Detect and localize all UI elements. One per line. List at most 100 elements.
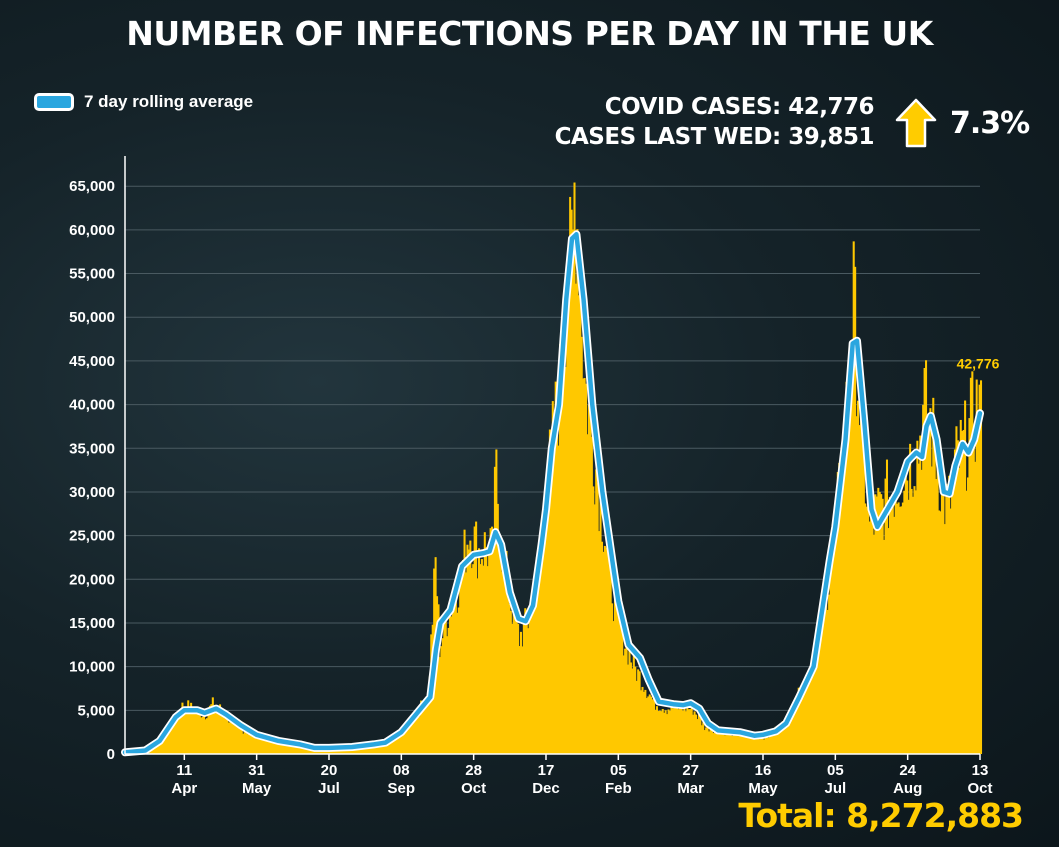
daily-bar [638,671,641,754]
daily-bar [178,713,181,754]
daily-bar [849,380,852,754]
daily-bar [862,438,865,754]
daily-bar [548,429,551,754]
daily-bar [198,710,201,754]
daily-bar [207,711,210,754]
daily-bar [739,735,742,754]
daily-bar [415,713,418,754]
daily-bar [956,440,959,754]
daily-bar [424,702,427,754]
daily-bar [246,734,249,754]
daily-bar [233,719,236,754]
daily-bar [972,443,975,754]
daily-bar [874,494,877,754]
daily-bar [168,725,171,754]
daily-bar [670,703,673,754]
daily-bar [561,372,564,754]
daily-bar [411,717,414,754]
daily-bar [457,607,460,754]
daily-bar [451,605,455,754]
y-tick-label: 60,000 [69,222,115,239]
daily-bar [239,727,242,754]
daily-bar [535,557,538,754]
daily-bar [577,295,580,754]
daily-bar [245,732,248,754]
daily-bar [161,737,164,754]
daily-bar [910,488,913,754]
daily-bar [778,726,781,754]
chart-title: NUMBER OF INFECTIONS PER DAY IN THE UK [126,14,933,53]
daily-bar [867,494,870,754]
x-tick-month: Sep [388,780,416,797]
daily-bar [832,525,835,754]
daily-bar [460,573,463,754]
daily-bar [906,480,909,754]
daily-bar [796,703,799,754]
daily-bar [608,536,611,754]
latest-value-label: 42,776 [957,355,1000,371]
daily-bar [606,542,609,754]
daily-bar [729,731,732,754]
daily-bar [728,731,731,754]
daily-bar [399,729,402,754]
daily-bar [859,396,862,754]
x-tick-month: Oct [967,780,992,797]
daily-bar [826,609,829,754]
daily-bar [560,383,563,754]
daily-bar [383,741,387,754]
daily-bar [570,209,573,754]
daily-bar [266,739,269,754]
daily-bar [275,744,278,754]
daily-bar [463,529,466,754]
x-tick-day: 17 [538,762,555,779]
daily-bar [674,701,677,754]
daily-bar [596,482,599,754]
daily-bar [852,241,855,754]
daily-bar [942,479,945,754]
daily-bar [692,714,695,754]
daily-bar [232,719,235,754]
daily-bar [506,598,509,754]
daily-bar [240,729,243,754]
daily-bar [177,713,180,754]
daily-bar [702,722,705,754]
daily-bar [528,620,531,754]
daily-bar [217,708,220,754]
daily-bar [405,726,408,754]
daily-bar [307,747,310,754]
daily-bar [572,229,575,755]
x-tick-month: Jul [824,780,846,797]
daily-bar [653,695,656,754]
daily-bar [975,379,978,754]
daily-bar [854,266,857,754]
daily-bar [930,466,933,754]
change-percentage: 7.3% [950,106,1030,141]
daily-bar [901,502,904,754]
daily-bar [420,700,423,754]
daily-bar [898,506,902,754]
daily-bar [531,595,534,754]
x-tick-day: 16 [755,762,772,779]
daily-bar [657,711,660,754]
daily-bar [223,717,226,754]
daily-bar [590,436,593,754]
daily-bar [705,727,708,754]
daily-bar [589,408,592,754]
daily-bar [493,466,496,754]
daily-bar [249,732,252,754]
daily-bar [515,614,518,754]
daily-bar [282,742,285,754]
y-tick-label: 40,000 [69,397,115,414]
daily-bar [547,490,550,754]
daily-bar [181,702,184,754]
daily-bar [538,550,541,754]
daily-bar [742,734,745,754]
daily-bar [211,697,214,754]
daily-bar [253,732,256,754]
daily-bar [761,737,764,754]
daily-bar [472,564,475,754]
daily-bar [444,621,447,754]
daily-bar [302,746,305,754]
daily-bar [372,745,375,754]
